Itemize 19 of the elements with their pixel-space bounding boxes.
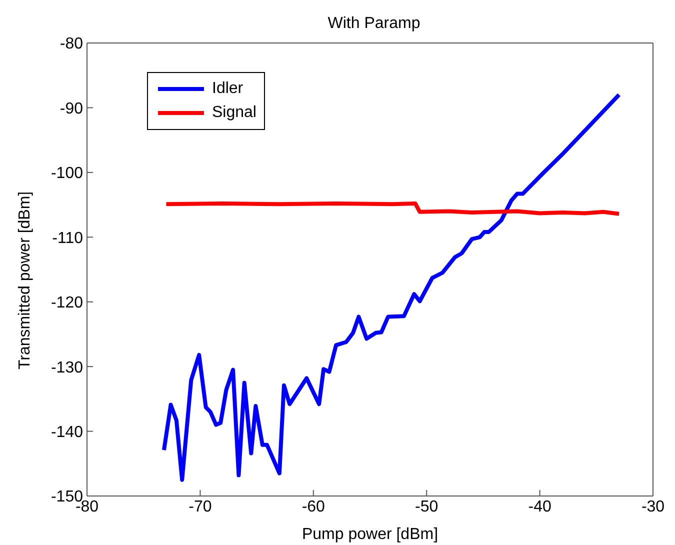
x-tick-label: -30 xyxy=(641,498,665,516)
y-tick-label: -130 xyxy=(50,359,84,376)
line-series xyxy=(164,201,622,216)
y-axis-title: Transmitted power [dBm] xyxy=(16,191,34,370)
y-tick-label: -90 xyxy=(60,100,84,118)
y-tick-label: -100 xyxy=(50,165,84,182)
y-tick-label: -120 xyxy=(50,294,84,312)
chart-title: With Paramp xyxy=(328,15,420,32)
line-series xyxy=(162,92,622,482)
legend-label: Idler xyxy=(212,80,244,98)
x-tick-label: -70 xyxy=(188,498,212,516)
x-axis-title: Pump power [dBm] xyxy=(302,526,438,543)
x-tick-label: -60 xyxy=(302,498,326,516)
y-tick-label: -80 xyxy=(60,36,84,53)
y-tick-label: -110 xyxy=(52,230,84,247)
y-tick-label: -140 xyxy=(50,424,84,441)
x-tick-label: -40 xyxy=(528,498,552,516)
legend-label: Signal xyxy=(212,104,256,122)
x-tick-label: -50 xyxy=(415,498,438,516)
